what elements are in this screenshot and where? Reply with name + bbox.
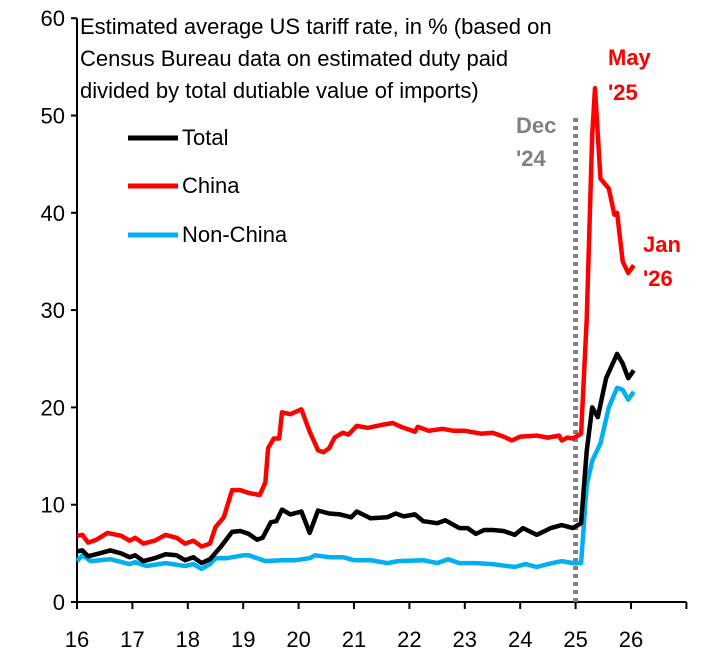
x-tick-label: 25 <box>563 627 587 652</box>
annotation-dec-24-line-2: '24 <box>516 146 546 171</box>
annotation-jan-26-line-2: '26 <box>643 266 673 291</box>
legend-label-china: China <box>182 173 240 198</box>
annotation-may-25-line-2: '25 <box>608 80 638 105</box>
y-tick-label: 40 <box>41 201 65 226</box>
legend: Total China Non-China <box>128 125 288 247</box>
series-line-total <box>76 351 636 566</box>
chart-title-line-1: Estimated average US tariff rate, in % (… <box>80 14 552 39</box>
series-line-china <box>76 86 636 549</box>
chart-title-line-2: Census Bureau data on estimated duty pai… <box>80 46 508 71</box>
x-tick-label: 20 <box>286 627 310 652</box>
y-tick-label: 30 <box>41 298 65 323</box>
chart-title-line-3: divided by total dutiable value of impor… <box>80 78 479 103</box>
y-tick-label: 20 <box>41 395 65 420</box>
series-line-non-china <box>75 385 636 572</box>
x-tick-label: 22 <box>397 627 421 652</box>
legend-label-non-china: Non-China <box>182 222 288 247</box>
x-tick-label: 23 <box>453 627 477 652</box>
x-tick-label: 16 <box>65 627 89 652</box>
y-tick-label: 0 <box>53 590 65 615</box>
x-tick-label: 26 <box>619 627 643 652</box>
annotation-dec-24-line-1: Dec <box>516 113 556 138</box>
annotation-jan-26-line-1: Jan <box>643 232 681 257</box>
x-tick-label: 18 <box>176 627 200 652</box>
x-tick-label: 21 <box>342 627 366 652</box>
y-tick-label: 60 <box>41 6 65 31</box>
x-tick-label: 19 <box>231 627 255 652</box>
y-tick-label: 10 <box>41 493 65 518</box>
x-tick-label: 24 <box>508 627 532 652</box>
legend-label-total: Total <box>182 125 228 150</box>
annotation-may-25-line-1: May <box>608 45 652 70</box>
x-tick-label: 17 <box>120 627 144 652</box>
y-tick-label: 50 <box>41 104 65 129</box>
